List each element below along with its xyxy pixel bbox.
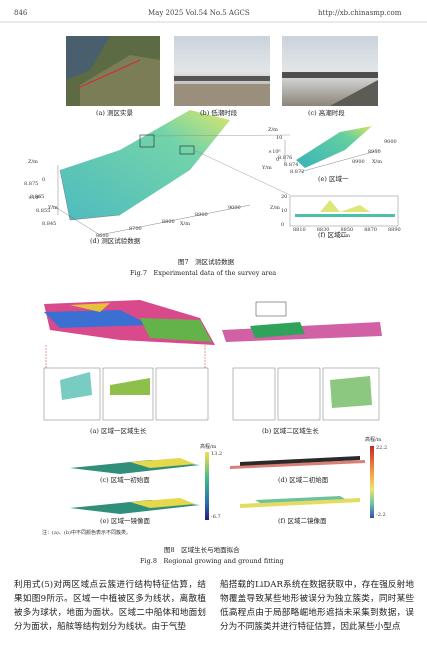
colorbar-max: 22.2: [376, 445, 388, 451]
fig7-caption-cn: 图7 测区试验数据: [178, 258, 235, 266]
surface-f: [240, 496, 360, 508]
tick-label: 8850: [340, 227, 354, 233]
tick-label: 8890: [388, 227, 401, 233]
axis-label: Z/m: [28, 159, 38, 165]
colorbar-min: -2.2: [376, 512, 386, 518]
point-cloud-d: [51, 110, 291, 236]
fig8-caption-en: Fig.8 Regional growing and ground fittin…: [140, 557, 284, 565]
tick-label: 8950: [368, 149, 381, 155]
tick-label: 8800: [162, 219, 175, 225]
colorbar-label: 高程/m: [365, 437, 382, 443]
photo-c: [282, 36, 378, 106]
panel-caption: (d) 区域二初始面: [278, 476, 329, 484]
axis-label: Y/m: [48, 205, 58, 211]
tick-label: 8600: [96, 233, 109, 239]
axis-label: Y/m: [262, 165, 272, 171]
colorbar-2: [370, 446, 374, 518]
colorbar-max: 13.2: [211, 451, 223, 457]
tick-label: 8.855: [36, 207, 51, 214]
fig8-caption-cn: 图8 区域生长与地面拟合: [164, 546, 240, 554]
axis-label: Z/m: [270, 205, 280, 211]
panel-caption: (a) 区域一区域生长: [90, 427, 147, 435]
journal-url: http://xb.chinasmp.com: [318, 9, 402, 17]
tick-label: 8.876: [278, 155, 293, 161]
panel-caption: (f) 区域二镜像面: [278, 517, 327, 525]
panel-caption: (e) 区域一镜像面: [100, 517, 150, 525]
axis-exponent: ×10⁶: [28, 195, 41, 201]
fig8-note: 注：(a)、(b)中不同颜色表示不同簇类。: [42, 530, 131, 536]
panel-caption: (a) 测区实景: [96, 109, 134, 117]
tick-label: 9000: [228, 205, 241, 211]
tick-label: 8900: [195, 212, 208, 218]
panel-caption: (c) 区域一初始面: [100, 476, 150, 484]
tick-label: 0: [42, 177, 46, 183]
tick-label: 0: [276, 157, 280, 163]
photo-a: [66, 36, 160, 106]
tick-label: 10: [281, 208, 288, 214]
body-left: 利用式(5)对两区域点云簇进行结构特征估算，结果如图9所示。区域一中植被区多为线…: [14, 580, 206, 632]
body-right: 船搭载的LiDAR系统在数据获取中，存在强反射地物覆盖导致某些地形被误分为独立簇…: [220, 580, 414, 632]
panel-caption: (e) 区域一: [318, 175, 349, 183]
region-growing-b: [222, 301, 382, 421]
tick-label: 8.865: [30, 194, 45, 201]
tick-label: 8900: [352, 159, 365, 165]
axis-label: X/m: [180, 221, 190, 227]
tick-label: 9000: [384, 139, 397, 145]
axis-label: Z/m: [268, 127, 278, 133]
tick-label: 8.875: [24, 181, 39, 187]
photo-b: [174, 36, 270, 106]
colorbar-label: 高程/m: [200, 444, 217, 450]
panel-caption: (b) 区域二区域生长: [262, 427, 319, 435]
fig7-caption-en: Fig.7 Experimental data of the survey ar…: [130, 269, 277, 277]
tick-label: 10: [276, 135, 283, 141]
colorbar-min: -6.7: [211, 514, 221, 520]
tick-label: 8.874: [284, 162, 299, 168]
journal-info: May 2025 Vol.54 No.5 AGCS: [148, 9, 250, 17]
point-cloud-f: [289, 195, 399, 227]
point-cloud-e: [284, 126, 381, 173]
surface-c: [70, 458, 200, 474]
surface-e: [70, 498, 200, 514]
tick-label: 8870: [364, 227, 377, 233]
tick-label: 8810: [293, 227, 306, 233]
panel-caption: (c) 高潮时段: [308, 109, 345, 117]
axis-exponent: ×10⁶: [268, 149, 281, 155]
panel-caption: (b) 低潮时段: [200, 109, 238, 117]
tick-label: 8.845: [42, 221, 57, 227]
axis-label: X/m: [372, 159, 382, 165]
panel-caption: (d) 测区试验数据: [90, 237, 141, 245]
colorbar-1: [205, 452, 209, 520]
tick-label: 8.872: [290, 169, 305, 175]
tick-label: 0: [281, 222, 285, 228]
axis-label: X/m: [340, 233, 350, 239]
region-growing-a: [43, 300, 215, 421]
tick-label: 20: [281, 194, 288, 200]
surface-d: [230, 456, 365, 469]
page-number: 846: [14, 9, 28, 17]
tick-label: 8700: [129, 226, 142, 232]
panel-caption: (f) 区域二: [318, 231, 348, 239]
tick-label: 8830: [316, 227, 330, 233]
